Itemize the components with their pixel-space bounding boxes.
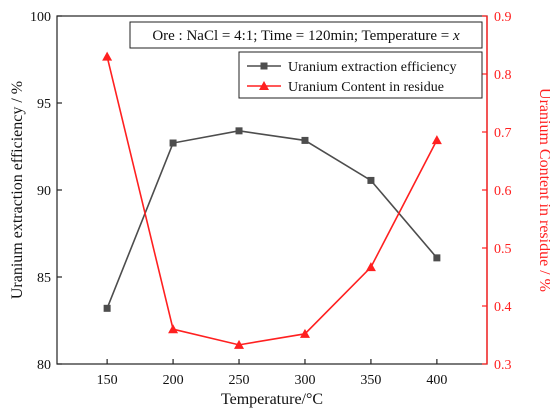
right-tick-label-0.7: 0.7: [494, 126, 512, 141]
data-point-0-150: [103, 304, 111, 312]
data-point-1-350: [365, 262, 376, 272]
series-line-0: [106, 130, 438, 309]
x-tick-label-250: 250: [229, 373, 250, 388]
legend-label-0: Uranium extraction efficiency: [288, 60, 456, 75]
data-point-0-250: [235, 127, 243, 135]
right-axis-ticks: 0.3 0.4 0.5 0.6 0.7 0.8 0.9: [482, 10, 512, 373]
data-point-1-250: [234, 339, 245, 349]
data-point-0-350: [367, 176, 375, 184]
left-tick-label-80: 80: [37, 358, 51, 373]
x-axis-title: Temperature/°C: [221, 391, 323, 408]
right-tick-label-0.3: 0.3: [494, 358, 512, 373]
annotation-text-variable: x: [452, 28, 460, 44]
series-residue-content: [102, 51, 442, 349]
annotation-text: Ore : NaCl = 4:1; Time = 120min; Tempera…: [152, 28, 460, 44]
left-axis-title: Uranium extraction efficiency / %: [9, 81, 26, 299]
legend-frame: [238, 51, 483, 99]
annotation-text-main: Ore : NaCl = 4:1; Time = 120min; Tempera…: [152, 28, 453, 44]
legend-marker-0: [260, 62, 268, 70]
series-layer: [102, 51, 442, 349]
annotation-box: Ore : NaCl = 4:1; Time = 120min; Tempera…: [129, 21, 483, 49]
x-axis-ticks: 150 200 250 300 350 400: [97, 359, 447, 388]
legend-marker-1: [259, 81, 269, 90]
right-tick-label-0.4: 0.4: [494, 300, 512, 315]
left-tick-label-100: 100: [30, 10, 51, 25]
right-axis-title: Uranium Content in residue / %: [536, 88, 550, 292]
data-point-1-200: [168, 324, 179, 334]
x-tick-label-200: 200: [163, 373, 184, 388]
data-point-0-400: [433, 254, 441, 262]
series-line-1: [106, 56, 438, 346]
right-tick-label-0.8: 0.8: [494, 68, 512, 83]
left-axis-ticks: 80 85 90 95 100: [30, 10, 62, 373]
x-tick-label-300: 300: [294, 373, 315, 388]
left-tick-label-95: 95: [37, 97, 51, 112]
data-point-1-300: [299, 328, 310, 338]
right-tick-label-0.9: 0.9: [494, 10, 512, 25]
left-tick-label-85: 85: [37, 271, 51, 286]
legend: Uranium extraction efficiency Uranium Con…: [238, 51, 483, 99]
x-tick-label-400: 400: [426, 373, 447, 388]
annotation-frame: [129, 21, 483, 49]
left-tick-label-90: 90: [37, 184, 51, 199]
legend-label-1: Uranium Content in residue: [288, 80, 444, 95]
data-point-0-200: [169, 139, 177, 147]
right-tick-label-0.5: 0.5: [494, 242, 512, 257]
series-extraction-efficiency: [103, 127, 441, 312]
data-point-1-150: [102, 51, 113, 61]
data-point-1-400: [431, 135, 442, 145]
data-point-0-300: [301, 136, 309, 144]
x-tick-label-150: 150: [97, 373, 118, 388]
right-tick-label-0.6: 0.6: [494, 184, 512, 199]
x-tick-label-350: 350: [360, 373, 381, 388]
